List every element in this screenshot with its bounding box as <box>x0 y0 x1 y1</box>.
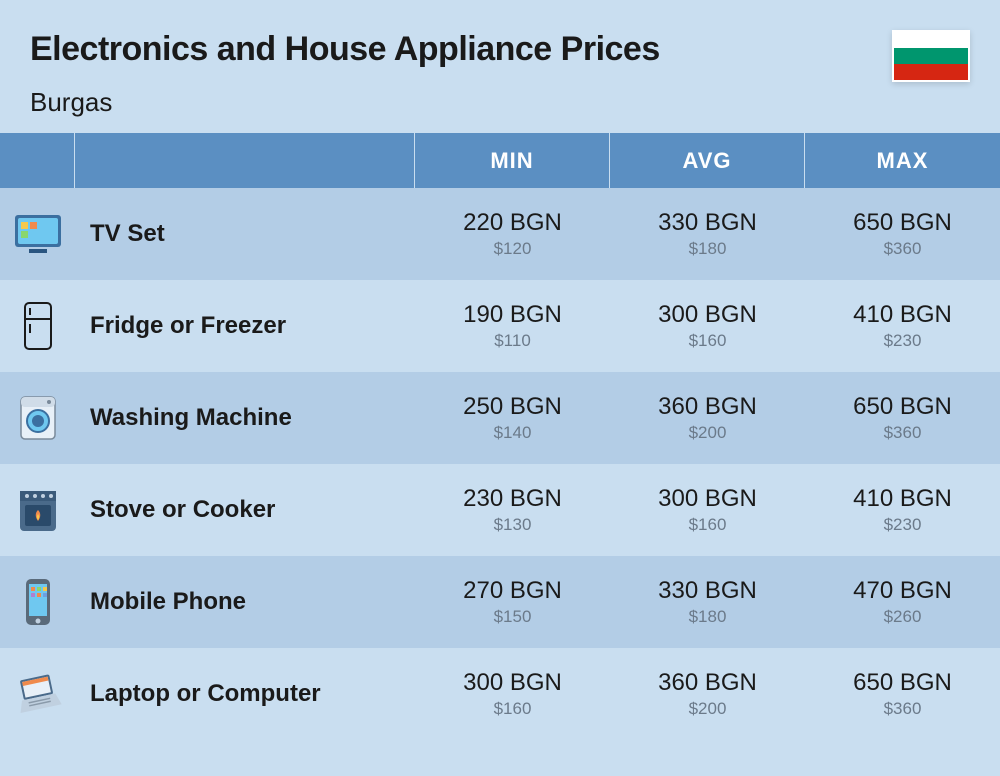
cell-max: 650 BGN $360 <box>805 188 1000 280</box>
row-icon-cell <box>0 372 75 464</box>
tv-icon <box>11 207 65 261</box>
val-primary: 300 BGN <box>658 301 757 329</box>
val-primary: 410 BGN <box>853 485 952 513</box>
flag-stripe-red <box>894 64 968 80</box>
row-name: TV Set <box>75 188 415 280</box>
val-secondary: $160 <box>689 515 727 535</box>
table-row: Mobile Phone 270 BGN $150 330 BGN $180 4… <box>0 556 1000 648</box>
price-table: MIN AVG MAX TV Set 220 BGN $120 330 BGN … <box>0 133 1000 740</box>
val-primary: 300 BGN <box>658 485 757 513</box>
flag-stripe-green <box>894 48 968 64</box>
val-secondary: $360 <box>884 423 922 443</box>
val-primary: 250 BGN <box>463 393 562 421</box>
cell-min: 250 BGN $140 <box>415 372 610 464</box>
val-secondary: $360 <box>884 239 922 259</box>
row-name: Washing Machine <box>75 372 415 464</box>
cell-min: 220 BGN $120 <box>415 188 610 280</box>
cell-avg: 300 BGN $160 <box>610 464 805 556</box>
page-subtitle: Burgas <box>30 87 892 118</box>
val-secondary: $230 <box>884 331 922 351</box>
val-primary: 270 BGN <box>463 577 562 605</box>
cell-max: 410 BGN $230 <box>805 464 1000 556</box>
row-name: Fridge or Freezer <box>75 280 415 372</box>
val-primary: 360 BGN <box>658 669 757 697</box>
val-secondary: $180 <box>689 239 727 259</box>
val-primary: 230 BGN <box>463 485 562 513</box>
page-title: Electronics and House Appliance Prices <box>30 30 892 69</box>
cell-avg: 360 BGN $200 <box>610 648 805 740</box>
bulgaria-flag-icon <box>892 30 970 82</box>
val-secondary: $130 <box>494 515 532 535</box>
cell-max: 470 BGN $260 <box>805 556 1000 648</box>
cell-max: 650 BGN $360 <box>805 372 1000 464</box>
val-secondary: $160 <box>689 331 727 351</box>
val-primary: 330 BGN <box>658 209 757 237</box>
col-header-name <box>75 133 415 188</box>
val-secondary: $230 <box>884 515 922 535</box>
col-header-max: MAX <box>805 133 1000 188</box>
row-name: Laptop or Computer <box>75 648 415 740</box>
table-row: Laptop or Computer 300 BGN $160 360 BGN … <box>0 648 1000 740</box>
row-icon-cell <box>0 280 75 372</box>
table-row: TV Set 220 BGN $120 330 BGN $180 650 BGN… <box>0 188 1000 280</box>
col-header-min: MIN <box>415 133 610 188</box>
cell-min: 230 BGN $130 <box>415 464 610 556</box>
flag-stripe-white <box>894 32 968 48</box>
cell-max: 410 BGN $230 <box>805 280 1000 372</box>
row-icon-cell <box>0 464 75 556</box>
col-header-icon <box>0 133 75 188</box>
val-secondary: $180 <box>689 607 727 627</box>
row-icon-cell <box>0 188 75 280</box>
col-header-avg: AVG <box>610 133 805 188</box>
table-row: Washing Machine 250 BGN $140 360 BGN $20… <box>0 372 1000 464</box>
val-primary: 650 BGN <box>853 669 952 697</box>
row-icon-cell <box>0 556 75 648</box>
stove-icon <box>11 483 65 537</box>
page-header: Electronics and House Appliance Prices B… <box>0 0 1000 133</box>
val-secondary: $360 <box>884 699 922 719</box>
cell-avg: 300 BGN $160 <box>610 280 805 372</box>
table-row: Stove or Cooker 230 BGN $130 300 BGN $16… <box>0 464 1000 556</box>
val-primary: 300 BGN <box>463 669 562 697</box>
washing-machine-icon <box>11 391 65 445</box>
val-primary: 650 BGN <box>853 393 952 421</box>
val-primary: 650 BGN <box>853 209 952 237</box>
val-secondary: $200 <box>689 423 727 443</box>
val-secondary: $150 <box>494 607 532 627</box>
cell-min: 190 BGN $110 <box>415 280 610 372</box>
val-secondary: $200 <box>689 699 727 719</box>
cell-min: 270 BGN $150 <box>415 556 610 648</box>
val-secondary: $120 <box>494 239 532 259</box>
cell-avg: 360 BGN $200 <box>610 372 805 464</box>
laptop-icon <box>11 667 65 721</box>
table-row: Fridge or Freezer 190 BGN $110 300 BGN $… <box>0 280 1000 372</box>
table-header-row: MIN AVG MAX <box>0 133 1000 188</box>
cell-avg: 330 BGN $180 <box>610 556 805 648</box>
cell-avg: 330 BGN $180 <box>610 188 805 280</box>
row-icon-cell <box>0 648 75 740</box>
val-primary: 190 BGN <box>463 301 562 329</box>
val-secondary: $260 <box>884 607 922 627</box>
row-name: Stove or Cooker <box>75 464 415 556</box>
val-primary: 360 BGN <box>658 393 757 421</box>
val-secondary: $140 <box>494 423 532 443</box>
val-primary: 220 BGN <box>463 209 562 237</box>
row-name: Mobile Phone <box>75 556 415 648</box>
header-text-block: Electronics and House Appliance Prices B… <box>30 30 892 118</box>
val-primary: 410 BGN <box>853 301 952 329</box>
cell-max: 650 BGN $360 <box>805 648 1000 740</box>
val-secondary: $110 <box>494 331 531 351</box>
fridge-icon <box>11 299 65 353</box>
val-secondary: $160 <box>494 699 532 719</box>
mobile-phone-icon <box>11 575 65 629</box>
val-primary: 470 BGN <box>853 577 952 605</box>
cell-min: 300 BGN $160 <box>415 648 610 740</box>
val-primary: 330 BGN <box>658 577 757 605</box>
